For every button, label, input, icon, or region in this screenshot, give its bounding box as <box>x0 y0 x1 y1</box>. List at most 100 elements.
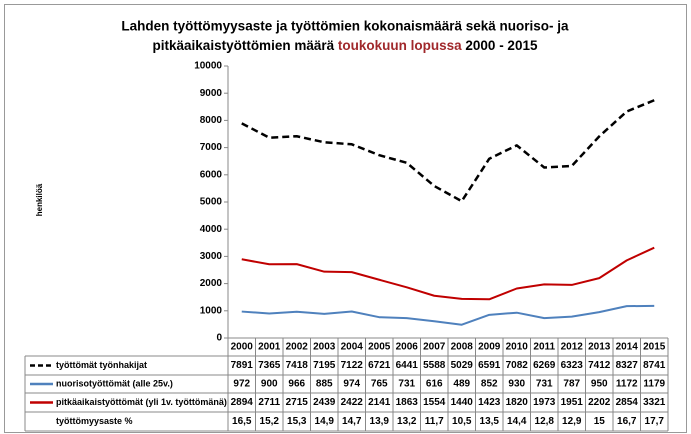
row-label: työttömyysaste % <box>56 416 133 426</box>
legend-label: pitkäaikaistyöttömät (yli 1v. työttömänä… <box>56 397 227 407</box>
table-cell: 2439 <box>313 397 336 408</box>
table-cell: 489 <box>453 379 470 390</box>
y-tick-label: 7000 <box>200 142 223 153</box>
table-cell: 731 <box>536 379 553 390</box>
x-tick-label: 2001 <box>258 342 281 353</box>
table-cell: 852 <box>481 379 498 390</box>
table-cell: 1554 <box>423 397 446 408</box>
table-cell: 7418 <box>286 360 309 371</box>
chart-title: pitkäaikaistyöttömien määrä toukokuun lo… <box>153 38 538 53</box>
table-cell: 1440 <box>451 397 474 408</box>
table-cell: 2854 <box>616 397 639 408</box>
table-cell: 14,4 <box>507 416 527 427</box>
table-cell: 1951 <box>561 397 584 408</box>
chart-title: Lahden työttömyysaste ja työttömien koko… <box>121 19 569 34</box>
table-cell: 6721 <box>368 360 391 371</box>
series-line <box>241 304 655 326</box>
table-cell: 2894 <box>231 397 254 408</box>
title-part: pitkäaikaistyöttömien määrä <box>153 38 335 53</box>
table-cell: 1820 <box>506 397 529 408</box>
table-cell: 930 <box>508 379 525 390</box>
x-tick-label: 2002 <box>286 342 309 353</box>
table-cell: 7082 <box>506 360 529 371</box>
table-cell: 10,5 <box>452 416 472 427</box>
table-cell: 616 <box>426 379 443 390</box>
table-cell: 7412 <box>588 360 611 371</box>
table-cell: 972 <box>233 379 250 390</box>
y-tick-label: 6000 <box>200 169 223 180</box>
table-cell: 6323 <box>561 360 584 371</box>
x-tick-label: 2015 <box>643 342 666 353</box>
y-tick-label: 5000 <box>200 197 223 208</box>
table-cell: 950 <box>591 379 608 390</box>
table-cell: 17,7 <box>645 416 665 427</box>
table-cell: 5588 <box>423 360 446 371</box>
table-cell: 1863 <box>396 397 419 408</box>
x-tick-label: 2007 <box>423 342 446 353</box>
table-cell: 974 <box>343 379 360 390</box>
table-cell: 13,9 <box>370 416 390 427</box>
table-cell: 15,3 <box>287 416 307 427</box>
table-cell: 16,5 <box>232 416 252 427</box>
table-cell: 15 <box>594 416 606 427</box>
table-cell: 7195 <box>313 360 336 371</box>
table-cell: 14,9 <box>315 416 335 427</box>
legend-label: nuorisotyöttömät (alle 25v.) <box>56 378 173 388</box>
table-cell: 966 <box>288 379 305 390</box>
table-cell: 8327 <box>616 360 639 371</box>
x-tick-label: 2011 <box>533 342 555 353</box>
y-tick-label: 2000 <box>200 278 223 289</box>
x-tick-label: 2010 <box>506 342 529 353</box>
series-line <box>241 246 655 301</box>
y-tick-label: 8000 <box>200 115 223 126</box>
title-highlight: toukokuun lopussa <box>338 38 462 53</box>
y-tick-label: 10000 <box>194 61 222 72</box>
table-cell: 13,5 <box>480 416 500 427</box>
table-cell: 13,2 <box>397 416 417 427</box>
y-tick-label: 1000 <box>200 305 223 316</box>
x-tick-label: 2012 <box>561 342 584 353</box>
table-cell: 2422 <box>341 397 364 408</box>
table-cell: 6441 <box>396 360 419 371</box>
table-cell: 15,2 <box>260 416 280 427</box>
table-cell: 7365 <box>258 360 281 371</box>
x-tick-label: 2006 <box>396 342 419 353</box>
table-cell: 2141 <box>368 397 391 408</box>
table-cell: 5029 <box>451 360 474 371</box>
y-tick-label: 0 <box>216 333 222 344</box>
x-tick-label: 2009 <box>478 342 501 353</box>
table-cell: 787 <box>563 379 580 390</box>
x-tick-label: 2005 <box>368 342 391 353</box>
y-axis-label: henkilöä <box>35 183 44 216</box>
y-tick-label: 4000 <box>200 224 223 235</box>
frame <box>4 4 687 433</box>
table-cell: 16,7 <box>617 416 637 427</box>
table-cell: 885 <box>316 379 333 390</box>
y-tick-label: 3000 <box>200 251 223 262</box>
table-cell: 731 <box>398 379 415 390</box>
series-line <box>241 99 655 203</box>
table-cell: 2202 <box>588 397 611 408</box>
table-cell: 2715 <box>286 397 309 408</box>
table-cell: 12,8 <box>535 416 555 427</box>
x-tick-label: 2000 <box>231 342 254 353</box>
table-cell: 12,9 <box>562 416 582 427</box>
title-part: 2000 - 2015 <box>465 38 538 53</box>
table-cell: 765 <box>371 379 388 390</box>
legend-label: työttömät työnhakijat <box>56 360 147 370</box>
table-cell: 11,7 <box>425 416 444 427</box>
table-cell: 14,7 <box>342 416 362 427</box>
x-tick-label: 2003 <box>313 342 336 353</box>
table-cell: 1172 <box>616 379 638 390</box>
table-cell: 7891 <box>231 360 254 371</box>
y-tick-label: 9000 <box>200 88 223 99</box>
table-cell: 7122 <box>341 360 364 371</box>
table-cell: 6591 <box>478 360 501 371</box>
table-cell: 1973 <box>533 397 556 408</box>
table-cell: 900 <box>261 379 278 390</box>
table-cell: 1423 <box>478 397 501 408</box>
table-cell: 1179 <box>643 379 665 390</box>
table-cell: 6269 <box>533 360 556 371</box>
x-tick-label: 2004 <box>341 342 364 353</box>
